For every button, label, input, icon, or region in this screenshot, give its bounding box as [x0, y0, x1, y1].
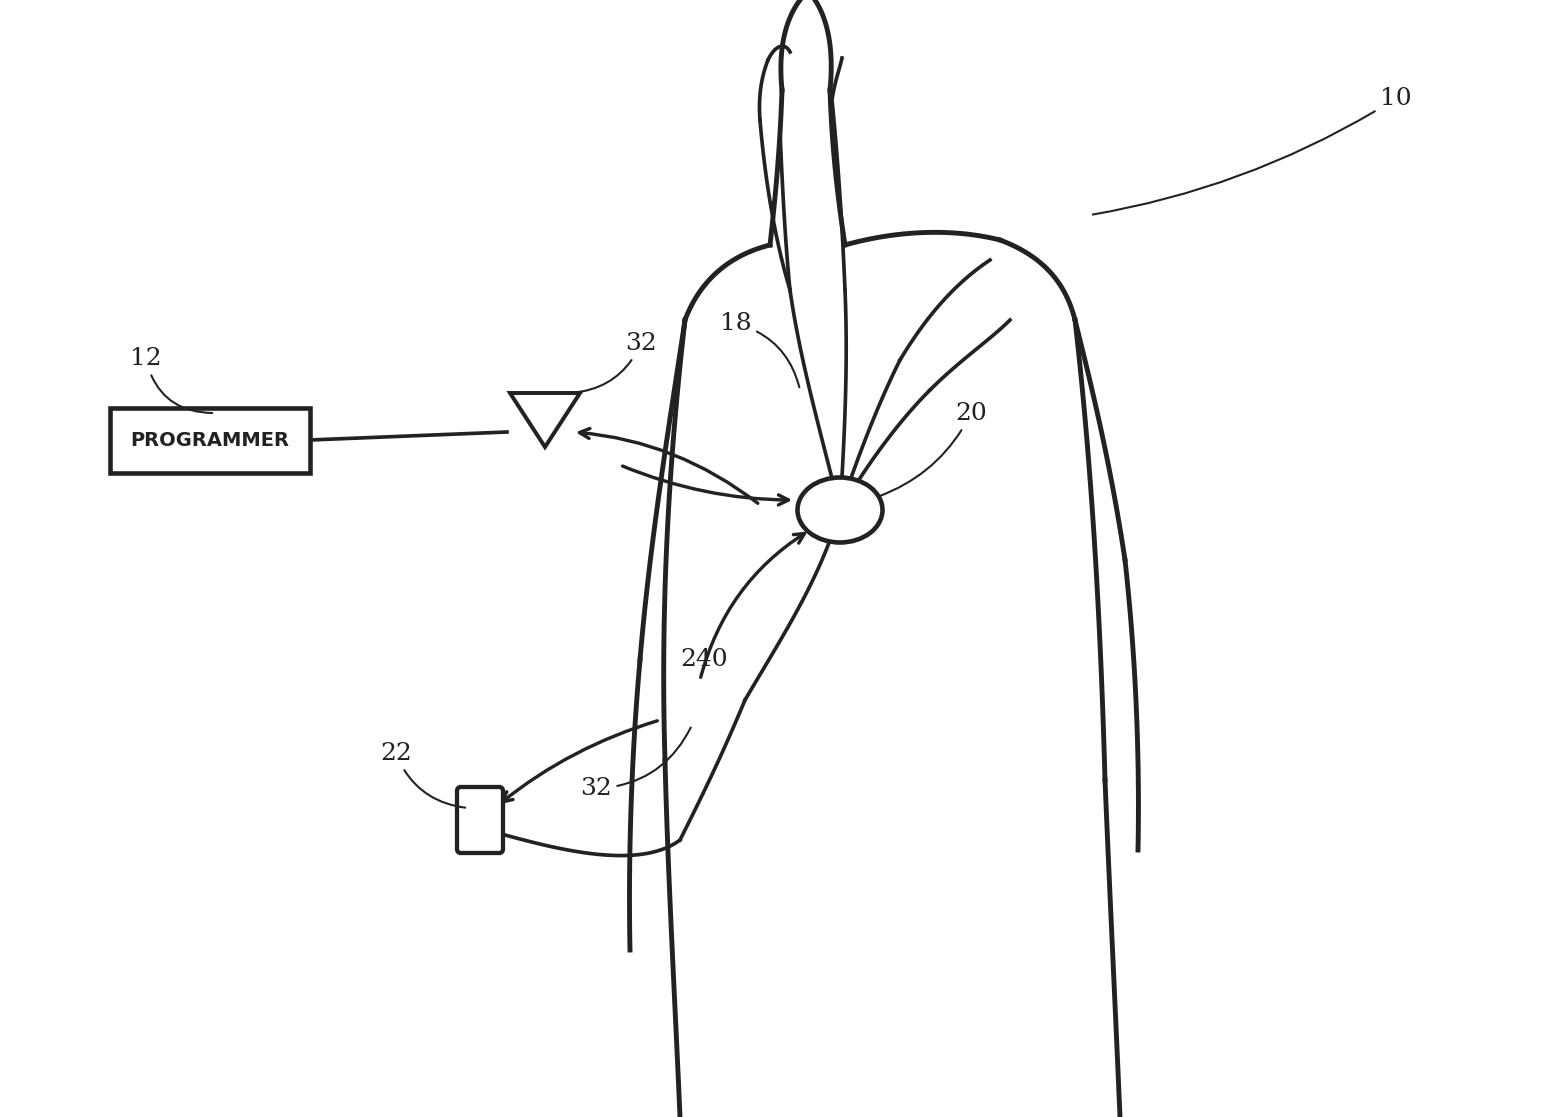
Text: 18: 18 — [720, 312, 800, 388]
Text: 22: 22 — [381, 742, 465, 808]
FancyBboxPatch shape — [458, 787, 502, 853]
Text: 32: 32 — [573, 332, 656, 393]
Bar — [109, 408, 310, 472]
Text: PROGRAMMER: PROGRAMMER — [131, 430, 290, 449]
Text: 12: 12 — [129, 347, 213, 413]
Text: 32: 32 — [579, 727, 690, 800]
Text: 20: 20 — [880, 402, 986, 496]
Text: 10: 10 — [1093, 87, 1412, 214]
Ellipse shape — [798, 477, 883, 543]
Text: 240: 240 — [680, 649, 727, 671]
Polygon shape — [510, 393, 579, 447]
